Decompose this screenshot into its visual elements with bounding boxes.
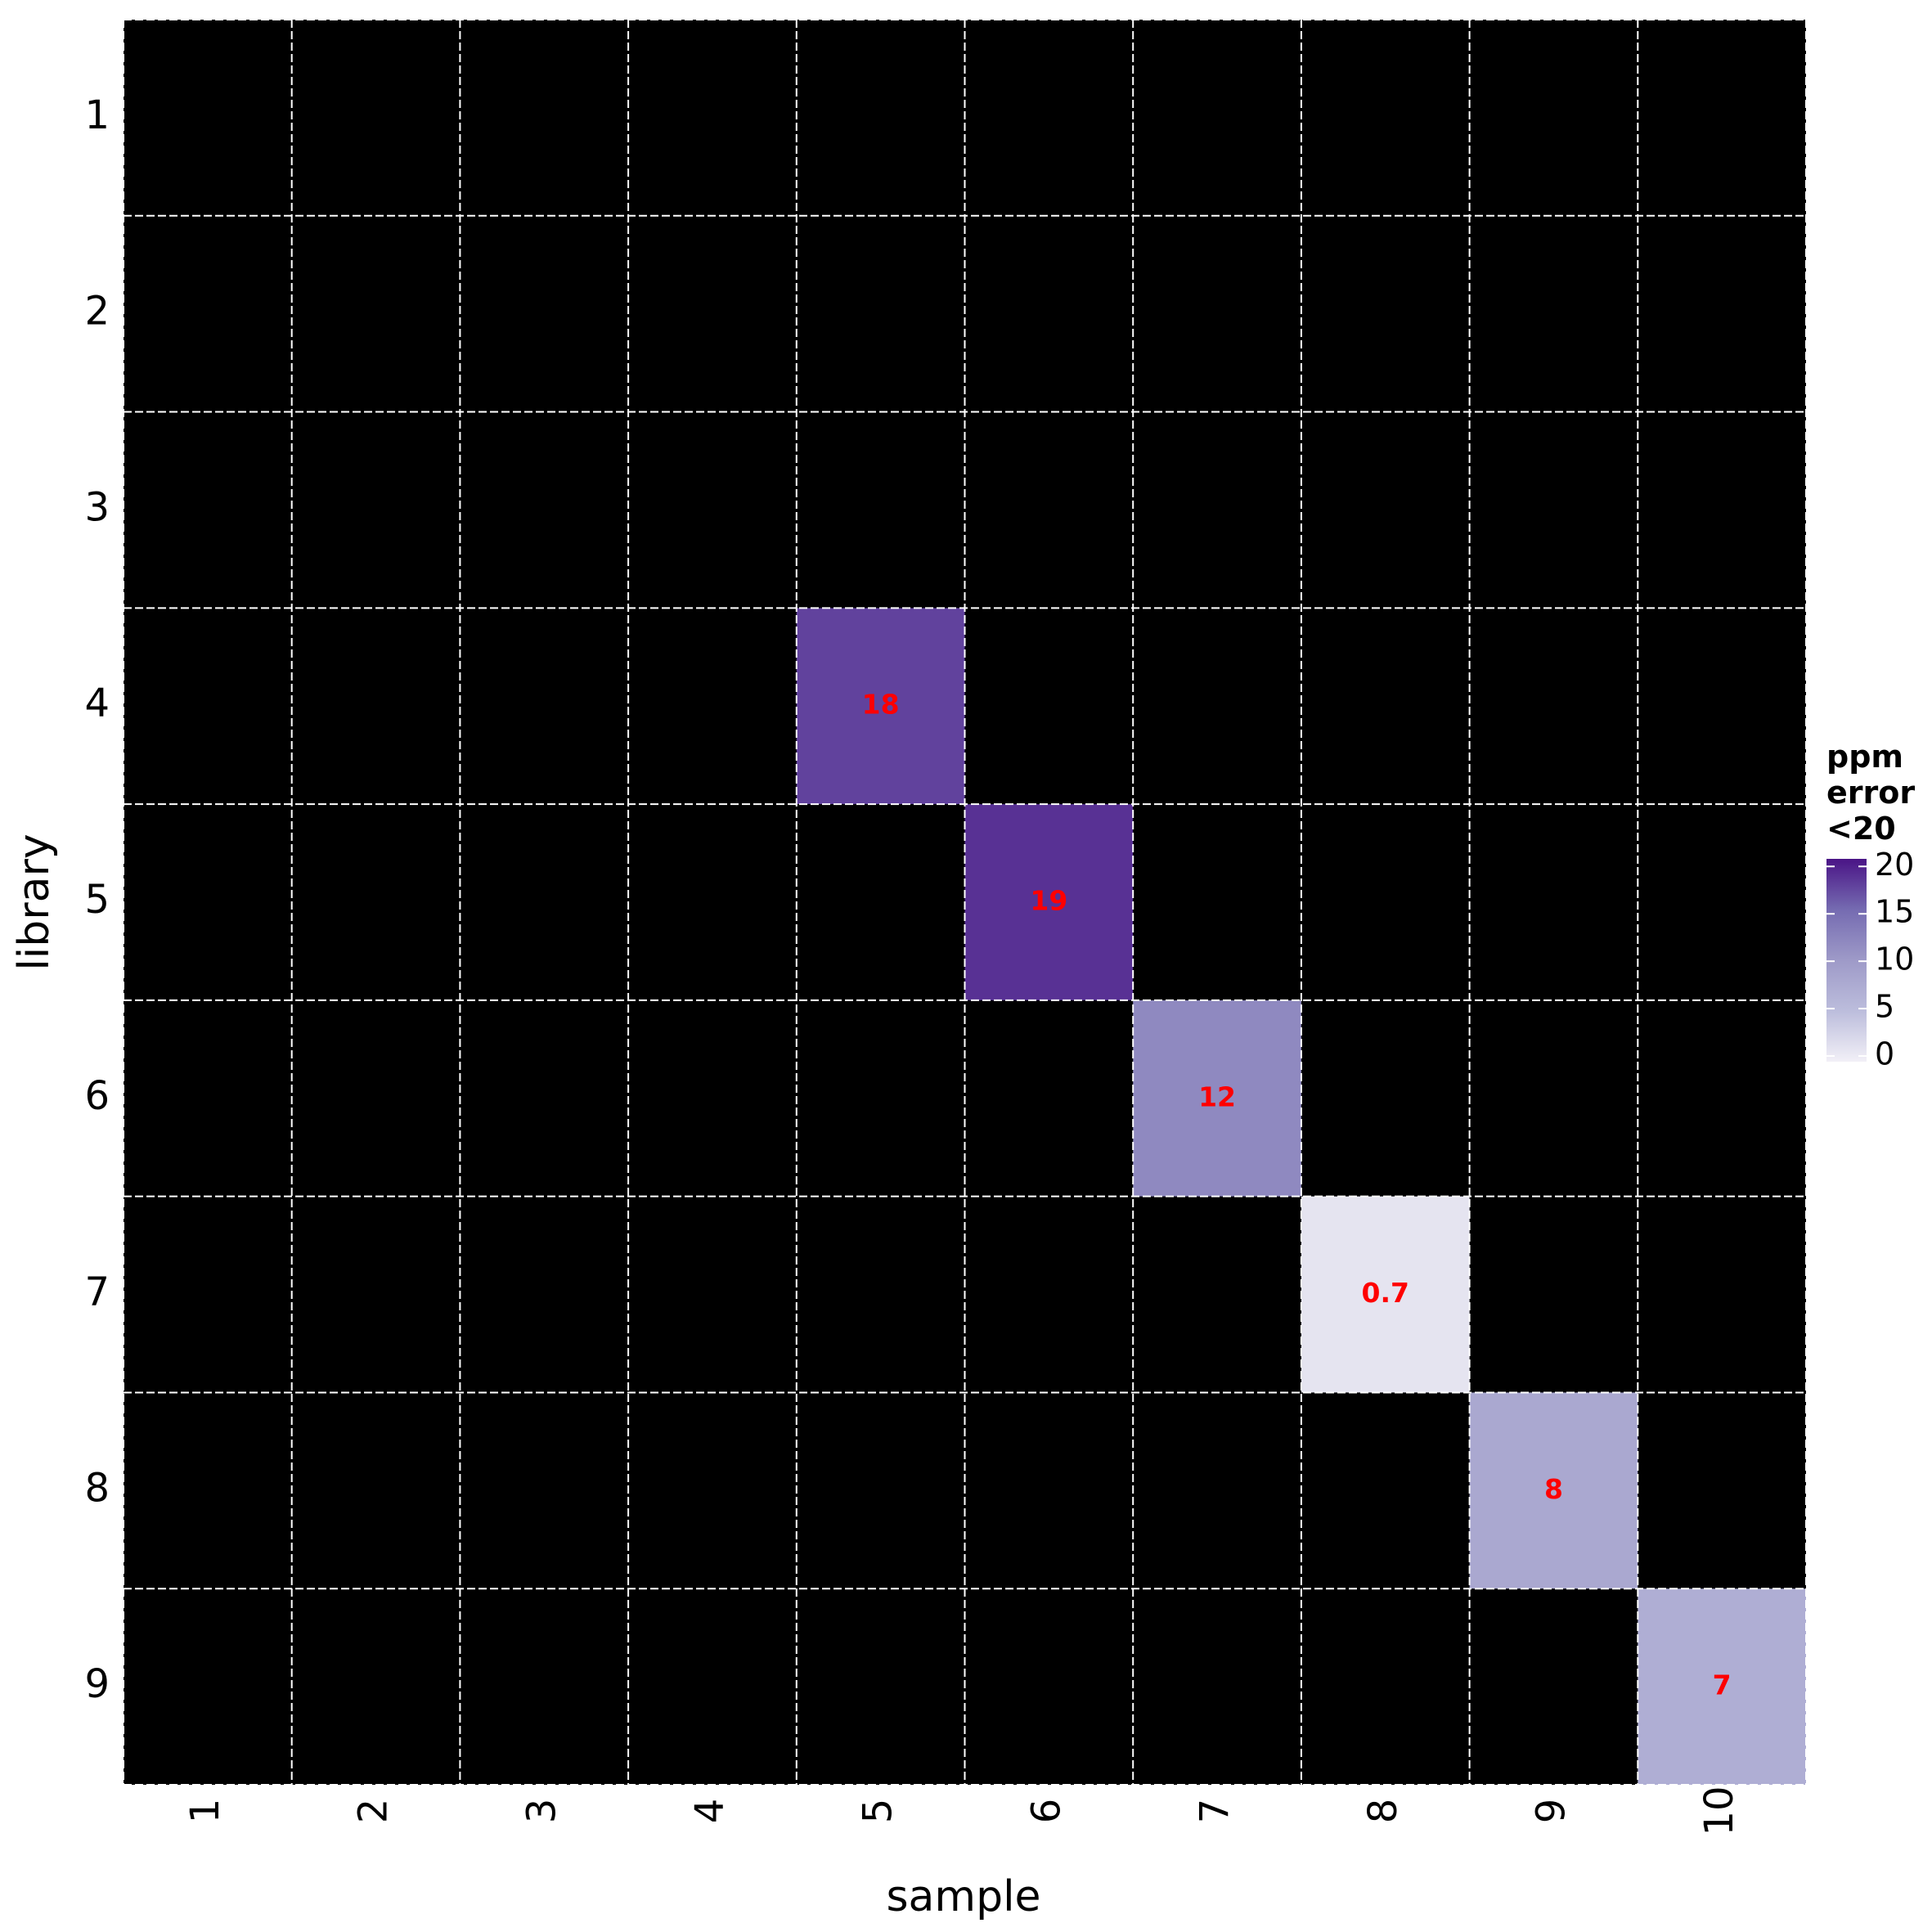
x-tick-label: 2 — [351, 1799, 397, 1824]
colorbar-tick-label: 10 — [1875, 941, 1914, 977]
heatmap-cell — [964, 804, 1134, 1000]
colorbar-tick-label: 5 — [1875, 989, 1894, 1025]
x-tick-label: 10 — [1696, 1786, 1742, 1835]
cell-label: 7 — [1713, 1669, 1732, 1701]
x-axis-title: sample — [886, 1872, 1040, 1921]
y-tick-label: 7 — [84, 1269, 110, 1315]
x-tick-label: 9 — [1528, 1799, 1574, 1824]
y-tick-label: 8 — [84, 1465, 110, 1511]
cell-label: 18 — [862, 689, 900, 721]
colorbar — [1826, 859, 1867, 1062]
x-tick-label: 4 — [687, 1799, 733, 1824]
heatmap-cell — [796, 608, 965, 805]
cell-label: 8 — [1544, 1473, 1563, 1505]
y-tick-label: 5 — [84, 877, 110, 923]
y-tick-label: 4 — [84, 681, 110, 726]
y-axis-title: library — [10, 833, 59, 970]
x-tick-label: 5 — [856, 1799, 901, 1824]
heatmap-cell — [1469, 1392, 1638, 1589]
legend-title: ppm error <20 — [1826, 739, 1916, 847]
cell-label: 12 — [1198, 1081, 1236, 1112]
x-tick-label: 6 — [1023, 1799, 1069, 1824]
y-tick-label: 1 — [84, 92, 110, 138]
cell-label: 0.7 — [1362, 1277, 1409, 1309]
heatmap-cell — [1133, 1000, 1301, 1197]
cell-label: 19 — [1030, 885, 1067, 917]
heatmap-cell — [1638, 1588, 1806, 1785]
x-tick-label: 7 — [1192, 1799, 1238, 1824]
y-tick-label: 6 — [84, 1073, 110, 1119]
x-tick-label: 3 — [519, 1799, 564, 1824]
colorbar-tick-label: 20 — [1875, 847, 1914, 883]
x-tick-label: 8 — [1360, 1799, 1406, 1824]
y-tick-label: 9 — [84, 1661, 110, 1707]
colorbar-tick-label: 15 — [1875, 894, 1914, 930]
y-tick-label: 2 — [84, 289, 110, 335]
x-tick-label: 1 — [182, 1799, 228, 1824]
heatmap-cell — [1301, 1196, 1470, 1393]
y-tick-label: 3 — [84, 484, 110, 530]
colorbar-tick-label: 0 — [1875, 1036, 1894, 1072]
